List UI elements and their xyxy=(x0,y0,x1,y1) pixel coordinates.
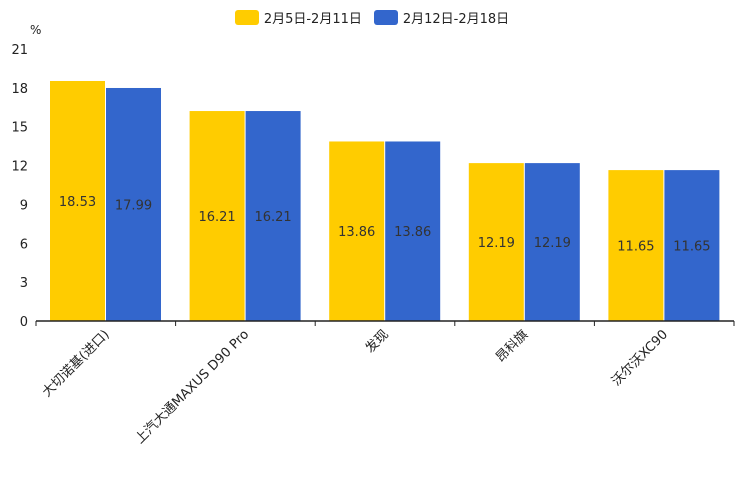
bar xyxy=(106,87,161,321)
data-label: 18.53 xyxy=(59,195,96,210)
data-label: 17.99 xyxy=(115,198,152,213)
x-tick-label: 昂科旗 xyxy=(493,327,532,366)
y-tick-label: 3 xyxy=(20,276,28,291)
data-label: 11.65 xyxy=(617,240,654,255)
y-tick-label: 18 xyxy=(11,82,28,97)
y-tick-label: 12 xyxy=(11,160,28,175)
y-tick-label: 9 xyxy=(20,198,28,213)
legend-swatch xyxy=(234,10,259,25)
legend: 2月5日-2月11日 2月12日-2月18日 xyxy=(0,8,744,27)
y-tick-label: 6 xyxy=(20,237,28,252)
data-label: 11.65 xyxy=(673,240,710,255)
bar xyxy=(468,163,524,321)
y-tick-label: 21 xyxy=(11,43,28,58)
legend-swatch xyxy=(373,10,398,25)
legend-label: 2月12日-2月18日 xyxy=(402,12,510,27)
x-tick-label: 大切诺基(进口) xyxy=(40,327,113,400)
x-tick-label: 发现 xyxy=(362,327,392,357)
bar xyxy=(608,170,664,321)
x-tick-label: 沃尔沃XC90 xyxy=(609,327,671,389)
bar xyxy=(329,141,385,321)
bar xyxy=(524,163,580,321)
y-axis-unit: % xyxy=(30,23,41,37)
legend-item-1[interactable]: 2月12日-2月18日 xyxy=(373,8,510,27)
data-label: 13.86 xyxy=(394,225,431,240)
data-label: 13.86 xyxy=(338,225,375,240)
data-label: 16.21 xyxy=(198,210,235,225)
y-tick-label: 0 xyxy=(20,315,28,330)
data-label: 16.21 xyxy=(254,210,291,225)
legend-label: 2月5日-2月11日 xyxy=(263,12,362,27)
legend-item-0[interactable]: 2月5日-2月11日 xyxy=(234,8,362,27)
data-label: 12.19 xyxy=(478,236,515,251)
data-label: 12.19 xyxy=(534,236,571,251)
y-tick-label: 15 xyxy=(11,121,28,136)
bar xyxy=(189,111,245,322)
x-tick-label: 上汽大通MAXUS D90 Pro xyxy=(133,327,253,447)
bar xyxy=(245,111,301,322)
bar xyxy=(50,80,105,322)
bar xyxy=(385,141,441,321)
bar xyxy=(664,170,720,321)
